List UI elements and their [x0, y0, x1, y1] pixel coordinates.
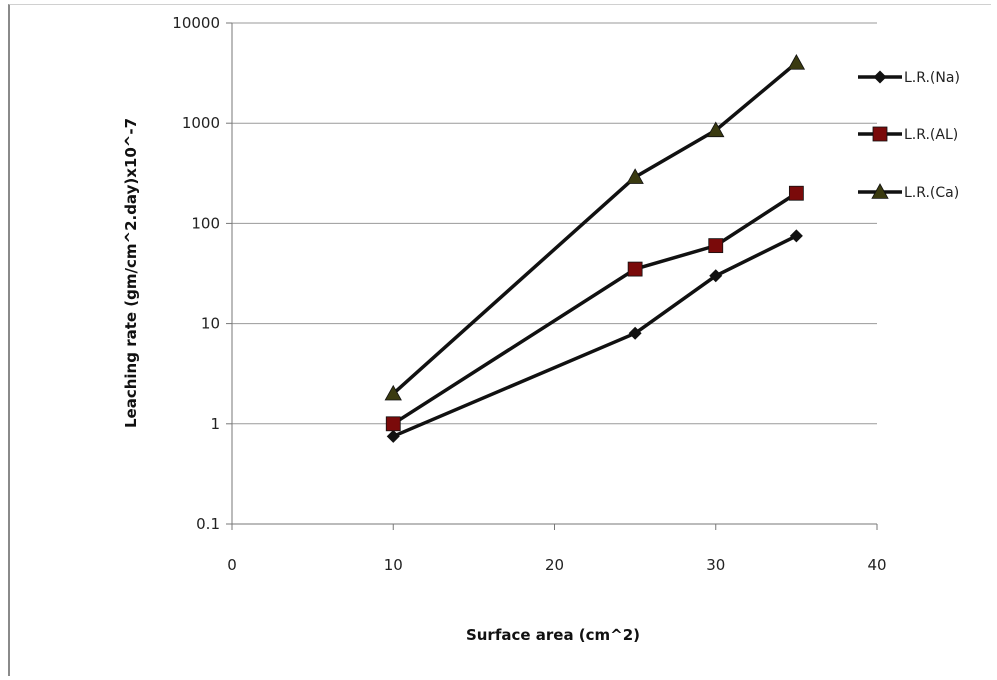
series-line-0 — [392, 234, 798, 438]
series-1-point-1 — [627, 261, 643, 277]
data-series — [384, 54, 806, 443]
gridlines — [232, 22, 877, 525]
y-axis-label: Leaching rate (gm/cm^2.day)x10^-7 — [122, 118, 140, 428]
x-tick-labels: 0 10 20 30 40 — [227, 556, 886, 574]
x-axis-label: Surface area (cm^2) — [466, 626, 640, 644]
y-tick-label-5: 10000 — [172, 14, 220, 32]
series-1-point-3 — [788, 185, 804, 201]
series-1-point-0 — [385, 416, 401, 432]
axes — [226, 22, 878, 530]
series-0-point-3 — [789, 229, 803, 243]
series-line-2 — [392, 61, 798, 395]
legend-marker-2 — [871, 183, 889, 199]
legend-marker-1 — [872, 126, 888, 142]
series-0-point-1 — [628, 326, 642, 340]
chart-frame — [8, 4, 991, 676]
x-tick-label-3: 30 — [706, 556, 725, 574]
x-tick-label-4: 40 — [867, 556, 886, 574]
series-2-point-2 — [707, 121, 725, 138]
series-line-1 — [392, 191, 798, 426]
legend-label-0: L.R.(Na) — [904, 70, 960, 86]
y-tick-label-4: 1000 — [182, 114, 220, 132]
series-0-point-0 — [386, 429, 400, 443]
series-0-point-2 — [709, 269, 723, 283]
y-tick-label-3: 100 — [191, 214, 220, 232]
series-2-point-0 — [384, 384, 402, 401]
legend: L.R.(Na) L.R.(AL) L.R.(Ca) — [858, 70, 960, 201]
series-1-point-2 — [708, 238, 724, 254]
legend-marker-0 — [873, 70, 887, 84]
series-2-point-3 — [787, 54, 806, 70]
legend-label-2: L.R.(Ca) — [904, 185, 959, 201]
y-tick-labels: 0.1 1 10 100 1000 10000 — [172, 14, 220, 533]
series-2-point-1 — [626, 168, 644, 184]
y-tick-label-2: 10 — [201, 315, 220, 333]
legend-label-1: L.R.(AL) — [904, 127, 958, 143]
y-tick-label-1: 1 — [210, 415, 220, 433]
x-tick-label-1: 10 — [384, 556, 403, 574]
x-tick-label-0: 0 — [227, 556, 237, 574]
x-tick-label-2: 20 — [545, 556, 564, 574]
y-tick-label-0: 0.1 — [196, 515, 220, 533]
